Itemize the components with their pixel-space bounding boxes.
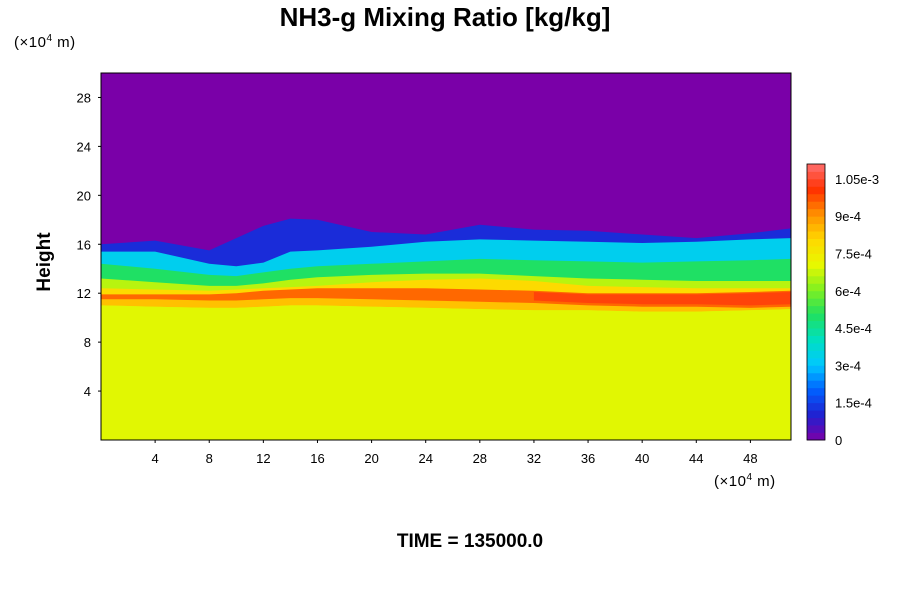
colorbar-tick-label: 9e-4 [835,209,861,224]
colorbar-step [807,432,825,441]
colorbar-step [807,313,825,322]
x-tick-label: 8 [206,451,213,466]
colorbar-step [807,208,825,217]
y-tick-label: 4 [84,384,91,399]
colorbar-step [807,410,825,419]
colorbar-step [807,343,825,351]
x-tick-label: 24 [418,451,432,466]
x-axis-unit: (×104 m) [714,472,776,490]
colorbar-tick-label: 6e-4 [835,284,861,299]
field-layer-lower [101,305,791,440]
field-streak [533,292,791,306]
x-tick-label: 12 [256,451,270,466]
colorbar-step [807,231,825,239]
colorbar-step [807,186,825,195]
colorbar-step [807,395,825,404]
y-tick-label: 28 [77,90,91,105]
colorbar-step [807,328,825,336]
colorbar-step [807,275,825,284]
colorbar-tick-label: 7.5e-4 [835,247,872,262]
colorbar-step [807,417,825,426]
colorbar-step [807,253,825,262]
colorbar-tick-label: 1.5e-4 [835,396,872,411]
colorbar-step [807,387,825,396]
x-tick-label: 20 [364,451,378,466]
y-axis-unit: (×104 m) [14,33,76,51]
colorbar-step [807,223,825,232]
colorbar-tick-label: 0 [835,433,842,448]
colorbar-step [807,283,825,292]
colorbar-step [807,164,825,172]
colorbar-step [807,193,825,202]
colorbar-step [807,380,825,389]
x-tick-label: 36 [581,451,595,466]
y-tick-label: 16 [77,237,91,252]
time-label: TIME = 135000.0 [396,531,544,552]
y-tick-label: 8 [84,335,91,350]
x-tick-label: 32 [527,451,541,466]
colorbar-step [807,402,825,411]
colorbar-step [807,246,825,254]
colorbar-step [807,335,825,344]
colorbar-step [807,290,825,299]
x-tick-label: 28 [473,451,487,466]
colorbar-step [807,425,825,433]
x-tick-label: 4 [152,451,159,466]
chart-title: NH3-g Mixing Ratio [kg/kg] [279,2,611,32]
colorbar-step [807,320,825,329]
plot-frame [100,72,792,441]
colorbar-step [807,171,825,180]
colorbar-step [807,357,825,366]
colorbar-tick-label: 3e-4 [835,358,861,373]
x-tick-label: 48 [743,451,757,466]
y-tick-label: 24 [77,139,91,154]
colorbar-step [807,201,825,210]
x-tick-label: 16 [310,451,324,466]
colorbar-step [807,260,825,269]
colorbar-frame [806,163,826,441]
colorbar-tick-label: 4.5e-4 [835,321,872,336]
colorbar-tick-label: 1.05e-3 [835,172,879,187]
x-tick-label: 40 [635,451,649,466]
colorbar-step [807,350,825,359]
colorbar-step [807,372,825,381]
colorbar-step [807,305,825,314]
colorbar-step [807,238,825,247]
colorbar-step [807,216,825,225]
y-tick-label: 12 [77,286,91,301]
y-tick-label: 20 [77,188,91,203]
colorbar-step [807,365,825,374]
y-axis-label: Height [34,232,55,292]
colorbar-step [807,298,825,307]
x-tick-label: 44 [689,451,703,466]
colorbar-step [807,268,825,277]
colorbar-step [807,178,825,187]
